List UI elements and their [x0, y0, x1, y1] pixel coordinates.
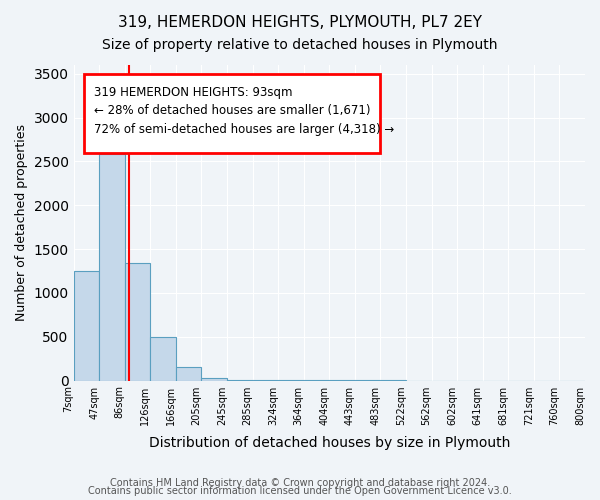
Bar: [74, 271, 99, 380]
Text: 319, HEMERDON HEIGHTS, PLYMOUTH, PL7 2EY: 319, HEMERDON HEIGHTS, PLYMOUTH, PL7 2EY: [118, 15, 482, 30]
Text: ← 28% of detached houses are smaller (1,671): ← 28% of detached houses are smaller (1,…: [94, 104, 371, 118]
Text: 319 HEMERDON HEIGHTS: 93sqm: 319 HEMERDON HEIGHTS: 93sqm: [94, 86, 293, 98]
Text: Contains public sector information licensed under the Open Government Licence v3: Contains public sector information licen…: [88, 486, 512, 496]
Bar: [125, 263, 150, 380]
Text: 72% of semi-detached houses are larger (4,318) →: 72% of semi-detached houses are larger (…: [94, 124, 394, 136]
Y-axis label: Number of detached properties: Number of detached properties: [15, 124, 28, 322]
Text: Contains HM Land Registry data © Crown copyright and database right 2024.: Contains HM Land Registry data © Crown c…: [110, 478, 490, 488]
Bar: [202, 378, 227, 380]
X-axis label: Distribution of detached houses by size in Plymouth: Distribution of detached houses by size …: [149, 436, 510, 450]
Text: Size of property relative to detached houses in Plymouth: Size of property relative to detached ho…: [102, 38, 498, 52]
FancyBboxPatch shape: [84, 74, 380, 154]
Bar: [99, 154, 125, 380]
Bar: [176, 368, 202, 380]
Bar: [150, 336, 176, 380]
